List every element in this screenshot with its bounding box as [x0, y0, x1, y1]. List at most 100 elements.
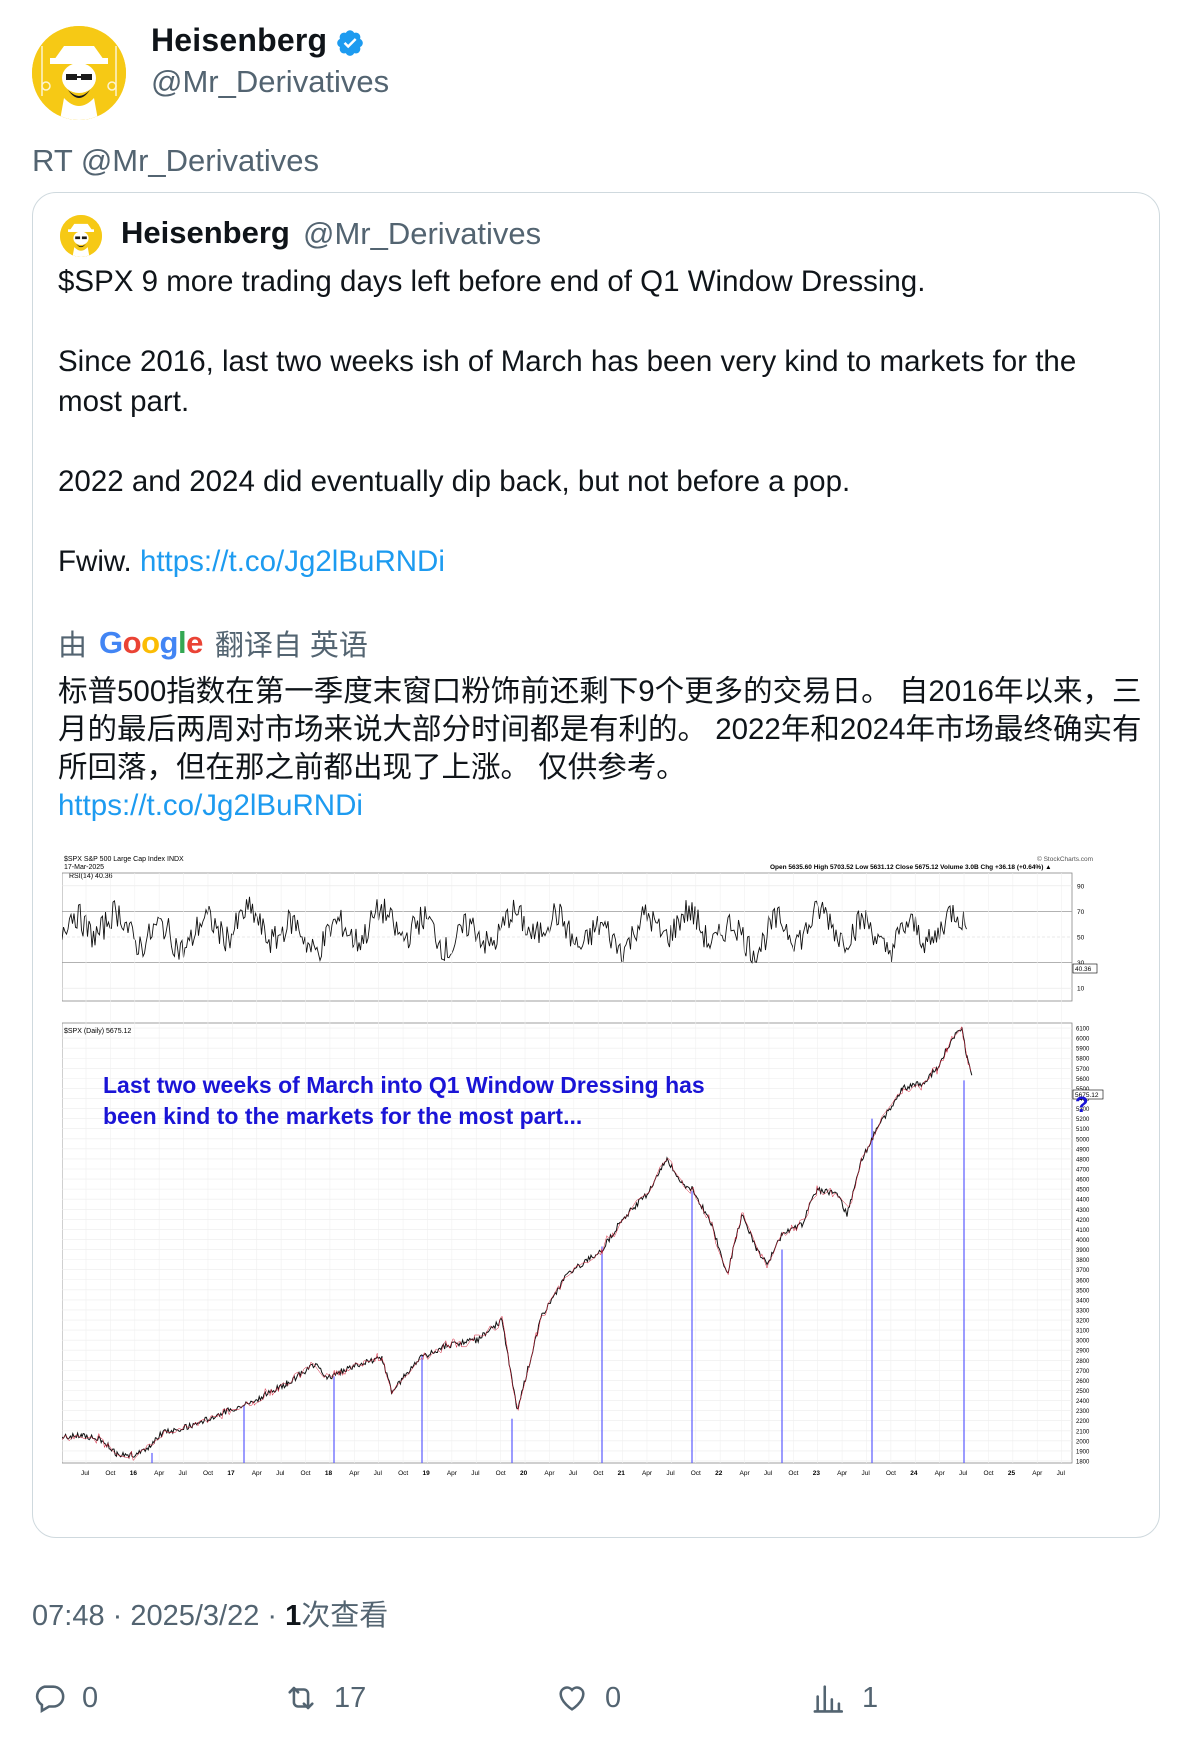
like-icon [559, 1686, 585, 1711]
author-avatar[interactable] [32, 26, 126, 120]
x-axis-label: Oct [398, 1470, 408, 1477]
price-tick-label: 6100 [1076, 1027, 1090, 1033]
x-axis-label: Apr [154, 1470, 165, 1477]
price-tick-label: 5300 [1076, 1107, 1090, 1113]
price-tick-label: 5700 [1076, 1067, 1090, 1073]
author-handle[interactable]: @Mr_Derivatives [151, 64, 390, 99]
price-panel [62, 1022, 1073, 1464]
quoted-author-handle[interactable]: @Mr_Derivatives [303, 216, 542, 251]
price-tick-label: 3000 [1076, 1339, 1090, 1345]
x-axis-label: Jul [374, 1470, 383, 1477]
price-tick-label: 2000 [1076, 1439, 1090, 1445]
fwiw-text: Fwiw. [58, 545, 132, 578]
x-axis-label: 17 [227, 1470, 235, 1477]
spx-price-down-candles [62, 1025, 971, 1462]
rsi-label: RSI(14) 40.36 [69, 873, 113, 880]
quoted-avatar[interactable] [60, 215, 102, 257]
x-axis-label: Jul [861, 1470, 870, 1477]
heisenberg-avatar-icon [60, 215, 102, 257]
tweet-paragraph: 2022 and 2024 did eventually dip back, b… [58, 465, 851, 498]
chart-annotation-line: Last two weeks of March into Q1 Window D… [103, 1072, 705, 1098]
price-tick-label: 2600 [1076, 1379, 1090, 1385]
views-button[interactable]: 1 [812, 1678, 878, 1718]
reply-count: 0 [82, 1681, 99, 1714]
chart-date: 17-Mar-2025 [64, 864, 104, 871]
views-count-action: 1 [862, 1681, 879, 1714]
price-tick-label: 4500 [1076, 1188, 1090, 1194]
x-axis-label: Jul [276, 1470, 285, 1477]
x-axis-label: Jul [959, 1470, 968, 1477]
price-tick-label: 3800 [1076, 1258, 1090, 1264]
tweet-link[interactable]: https://t.co/Jg2lBuRNDi [139, 545, 445, 578]
x-axis-label: Apr [447, 1470, 458, 1477]
rsi-tick-label: 50 [1077, 935, 1085, 942]
x-axis-label: 18 [325, 1470, 333, 1477]
price-tick-label: 2700 [1076, 1369, 1090, 1375]
views-icon [813, 1685, 844, 1713]
x-axis-label: Apr [935, 1470, 946, 1477]
rsi-tick-label: 10 [1077, 986, 1085, 993]
x-axis-label: Oct [788, 1470, 798, 1477]
verified-badge-icon [337, 30, 363, 56]
tweet-timestamp[interactable]: 07:48 · 2025/3/22 · 1次查看 [32, 1592, 388, 1634]
price-tick-label: 3600 [1076, 1278, 1090, 1284]
spx-price-line [62, 1027, 973, 1460]
rsi-tick-label: 90 [1077, 883, 1085, 890]
author-name[interactable]: Heisenberg [151, 22, 328, 58]
like-button[interactable]: 0 [555, 1678, 621, 1718]
x-axis-label: Apr [544, 1470, 555, 1477]
x-axis-label: Oct [593, 1470, 603, 1477]
price-tick-label: 3700 [1076, 1268, 1090, 1274]
stockcharts-brand: © StockCharts.com [1037, 855, 1093, 863]
translated-from-label[interactable]: 翻译自 英语 [214, 630, 368, 662]
x-axis-label: 25 [1008, 1470, 1016, 1477]
price-tick-label: 4600 [1076, 1178, 1090, 1184]
x-axis-label: 20 [520, 1470, 528, 1477]
price-tick-label: 3900 [1076, 1248, 1090, 1254]
price-tick-label: 4900 [1076, 1147, 1090, 1153]
price-tick-label: 2300 [1076, 1409, 1090, 1415]
x-axis-label: Jul [666, 1470, 675, 1477]
price-tick-label: 4400 [1076, 1198, 1090, 1204]
like-count: 0 [605, 1681, 622, 1714]
x-axis-label: 22 [715, 1470, 723, 1477]
price-tick-label: 3500 [1076, 1288, 1090, 1294]
price-tick-label: 5200 [1076, 1117, 1090, 1123]
x-axis-label: Apr [642, 1470, 653, 1477]
views-count: 1 [285, 1600, 302, 1632]
price-tick-label: 1900 [1076, 1449, 1090, 1455]
price-tick-label: 2200 [1076, 1419, 1090, 1425]
tweet-paragraph: $SPX 9 more trading days left before end… [58, 265, 926, 298]
price-tick-label: 4800 [1076, 1157, 1090, 1163]
translated-link[interactable]: https://t.co/Jg2lBuRNDi [58, 789, 363, 822]
translated-by-label: 由 [58, 630, 88, 662]
retweet-button[interactable]: 17 [284, 1678, 366, 1718]
x-axis-label: 23 [813, 1470, 821, 1477]
rsi-series-line [62, 896, 967, 964]
rsi-value-tag [1072, 963, 1098, 974]
price-tick-label: 5100 [1076, 1127, 1090, 1133]
timestamp-text: 07:48 · 2025/3/22 · [32, 1600, 286, 1632]
price-tick-label: 2500 [1076, 1389, 1090, 1395]
x-axis-label: Jul [764, 1470, 773, 1477]
retweet-icon [288, 1686, 314, 1710]
price-tick-label: 4700 [1076, 1167, 1090, 1173]
chart-ohlc: Open 5635.60 High 5703.52 Low 5631.12 Cl… [770, 864, 1052, 871]
chart-annotation: Last two weeks of March into Q1 Window D… [103, 1070, 705, 1132]
chart-header-title: $SPX S&P 500 Large Cap Index INDX [64, 856, 184, 863]
price-tick-label: 5400 [1076, 1097, 1090, 1103]
price-tick-label: 3200 [1076, 1319, 1090, 1325]
x-axis-label: Oct [203, 1470, 213, 1477]
quoted-author-name[interactable]: Heisenberg [121, 215, 290, 250]
google-logo: Google [99, 625, 203, 660]
reply-button[interactable]: 0 [32, 1678, 98, 1718]
price-tick-label: 2400 [1076, 1399, 1090, 1405]
price-value-text: 5675.12 [1075, 1092, 1099, 1099]
x-axis-label: Oct [496, 1470, 506, 1477]
quoted-tweet-card[interactable] [32, 192, 1160, 1538]
translation-attribution: 由 Google 翻译自 英语 [58, 622, 368, 664]
x-axis-label: Oct [983, 1470, 993, 1477]
price-tick-label: 2800 [1076, 1359, 1090, 1365]
x-axis-label: Jul [569, 1470, 578, 1477]
spx-chart-image[interactable]: $SPX S&P 500 Large Cap Index INDX 17-Mar… [62, 853, 1104, 1485]
